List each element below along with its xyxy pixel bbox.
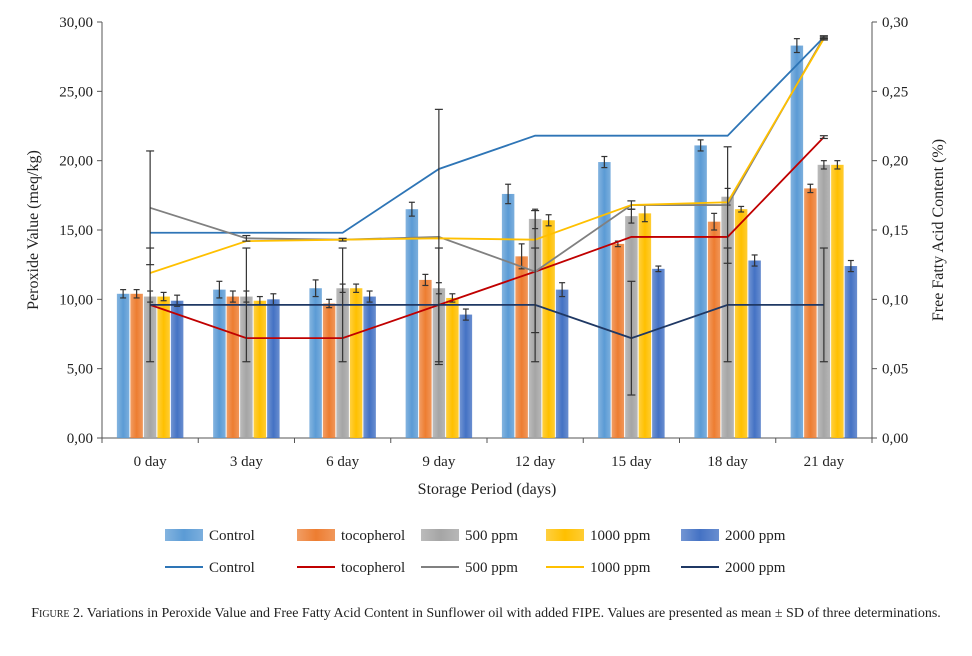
- right-tick-label: 0,15: [882, 223, 908, 239]
- bar-1000-ppm: [638, 213, 652, 438]
- x-tick-label: 9 day: [422, 454, 455, 470]
- right-tick-label: 0,30: [882, 15, 908, 31]
- right-tick-label: 0,20: [882, 154, 908, 170]
- bar-2000-ppm: [267, 299, 280, 438]
- bar-tocopherol: [226, 296, 240, 438]
- legend-line-label: tocopherol: [341, 560, 405, 576]
- x-axis-title: Storage Period (days): [418, 481, 557, 498]
- legend-bar-label: Control: [209, 528, 255, 544]
- bar-tocopherol: [611, 243, 625, 438]
- legend-line-label: 1000 ppm: [590, 560, 651, 576]
- bar-2000-ppm: [459, 314, 473, 438]
- right-tick-label: 0,10: [882, 292, 908, 308]
- bar-2000-ppm: [363, 296, 376, 438]
- bar-2000-ppm: [555, 289, 569, 438]
- caption-label: Figure 2.: [31, 606, 84, 621]
- bar-control: [213, 289, 226, 438]
- bar-1000-ppm: [349, 288, 363, 438]
- left-tick-label: 10,00: [59, 292, 93, 308]
- bar-500-ppm: [240, 296, 253, 438]
- x-tick-label: 15 day: [611, 454, 652, 470]
- right-tick-label: 0,25: [882, 84, 908, 100]
- line-control: [150, 36, 825, 234]
- right-axis-title: Free Fatty Acid Content (%): [930, 139, 947, 321]
- legend-bar-label: 1000 ppm: [590, 528, 651, 544]
- right-tick-label: 0,00: [882, 431, 908, 447]
- bar-2000-ppm: [844, 266, 858, 438]
- bar-control: [116, 293, 130, 438]
- bar-1000-ppm: [253, 300, 267, 438]
- left-axis-title: Peroxide Value (meq/kg): [25, 150, 42, 310]
- line-tocopherol: [149, 136, 825, 340]
- bar-1000-ppm: [157, 296, 170, 438]
- left-tick-label: 20,00: [59, 154, 93, 170]
- caption-text: Variations in Peroxide Value and Free Fa…: [86, 606, 941, 621]
- chart-svg: 0,00 5,00 10,00 15,00 20,00 25,00 30,00 0,00 0,0…: [25, 15, 947, 576]
- bar-tocopherol: [515, 256, 528, 438]
- bar-2000-ppm: [652, 268, 665, 438]
- figure-caption: Figure 2. Variations in Peroxide Value a…: [20, 604, 952, 624]
- x-tick-label: 21 day: [804, 454, 845, 470]
- left-tick-label: 30,00: [59, 15, 93, 31]
- bar-control: [694, 145, 707, 438]
- bar-1000-ppm: [831, 164, 844, 438]
- bar-control: [405, 209, 419, 438]
- bar-tocopherol: [707, 221, 721, 438]
- line-2000-ppm: [150, 303, 824, 340]
- legend-bar-label: 2000 ppm: [725, 528, 786, 544]
- right-tick-label: 0,05: [882, 362, 908, 378]
- bar-500-ppm: [336, 288, 349, 438]
- legend-bar-swatch: [165, 529, 203, 541]
- bar-tocopherol: [804, 188, 817, 438]
- legend-line-label: 500 ppm: [465, 560, 518, 576]
- bar-tocopherol: [322, 303, 336, 438]
- x-tick-label: 3 day: [230, 454, 263, 470]
- legend-line-label: Control: [209, 560, 255, 576]
- legend-bar-label: tocopherol: [341, 528, 405, 544]
- bar-1000-ppm: [734, 209, 748, 438]
- legend-bar-swatch: [297, 529, 335, 541]
- legend-bar-swatch: [546, 529, 584, 541]
- bar-control: [309, 288, 322, 438]
- left-tick-label: 0,00: [67, 431, 93, 447]
- bar-2000-ppm: [748, 260, 761, 438]
- combo-chart: 0,00 5,00 10,00 15,00 20,00 25,00 30,00 0,00 0,0…: [25, 15, 947, 576]
- bar-control: [598, 162, 611, 438]
- bar-1000-ppm: [446, 297, 459, 438]
- bar-500-ppm: [143, 296, 157, 438]
- bar-2000-ppm: [170, 300, 184, 438]
- left-tick-label: 25,00: [59, 84, 93, 100]
- bar-control: [501, 193, 515, 438]
- legend-bar-swatch: [421, 529, 459, 541]
- left-tick-label: 5,00: [67, 362, 93, 378]
- bar-tocopherol: [130, 293, 143, 438]
- bar-tocopherol: [419, 279, 432, 438]
- line-1000-ppm: [149, 38, 825, 274]
- bar-control: [790, 45, 804, 438]
- x-tick-label: 12 day: [515, 454, 556, 470]
- line-500-ppm: [149, 36, 825, 273]
- x-tick-label: 18 day: [707, 454, 748, 470]
- x-tick-label: 0 day: [134, 454, 167, 470]
- legend-bar-label: 500 ppm: [465, 528, 518, 544]
- bar-1000-ppm: [542, 220, 555, 438]
- x-tick-label: 6 day: [326, 454, 359, 470]
- legend-bar-swatch: [681, 529, 719, 541]
- legend-line-label: 2000 ppm: [725, 560, 786, 576]
- left-tick-label: 15,00: [59, 223, 93, 239]
